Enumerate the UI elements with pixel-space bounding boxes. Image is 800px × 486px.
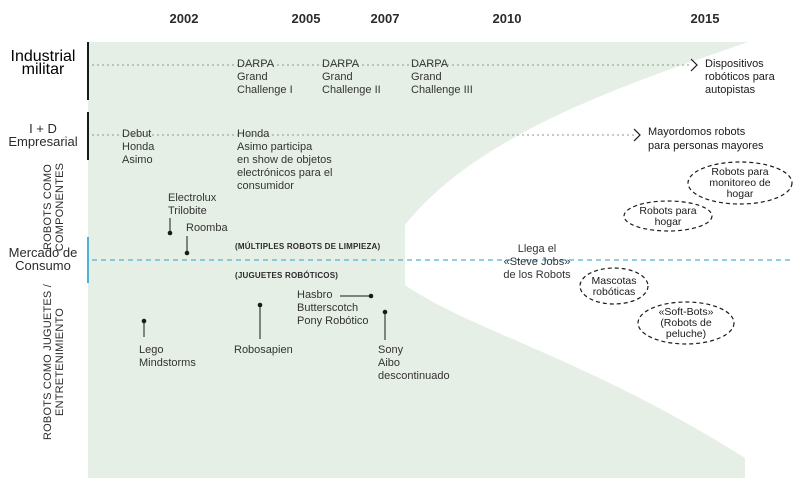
event-darpa-2: DARPA Grand Challenge II [322, 58, 381, 96]
lane-industrial-label: Industrial militar [11, 48, 76, 78]
event-honda-show: Honda Asimo participa en show de objetos el… [237, 128, 332, 192]
event-darpa-1: DARPA Grand Challenge I [237, 58, 293, 96]
robots-components-label: ROBOTS COMOCOMPONENTES [42, 163, 66, 251]
bubble-monitoreo [687, 161, 793, 205]
year-2010: 2010 [493, 11, 522, 26]
electrolux-dot [167, 230, 173, 236]
event-robosapien: Robosapien [234, 344, 293, 356]
event-mayordomos: Mayordomos robots para personas mayores [648, 126, 764, 152]
event-darpa-3: DARPA Grand Challenge III [411, 58, 473, 96]
industrial-arrow-icon [690, 58, 698, 72]
event-lego: Lego Mindstorms [139, 344, 196, 369]
caption-juguetes: (JUGUETES ROBÓTICOS) [235, 271, 338, 280]
lego-dot [141, 318, 147, 324]
bubble-mascotas-label: Mascotas robóticas [592, 275, 637, 298]
lane-consumer-label: Mercado de Consumo [9, 245, 78, 273]
aibo-dot [382, 309, 388, 315]
event-roomba: Roomba [186, 222, 228, 234]
bubble-hogar [623, 200, 713, 232]
year-2005: 2005 [292, 11, 321, 26]
year-2007: 2007 [371, 11, 400, 26]
id-arrow-icon [633, 128, 641, 142]
robosapien-dot [257, 302, 263, 308]
hasbro-dot [368, 293, 374, 299]
event-steve-jobs: Llega el «Steve Jobs» de los Robots [503, 243, 571, 281]
robots-toys-label: ROBOTS COMO JUGUETES /ENTRETENIMIENTO [42, 283, 66, 440]
timeline-area [88, 42, 748, 478]
year-2002: 2002 [170, 11, 199, 26]
lane-id-label: I + D Empresarial [8, 121, 77, 149]
event-electrolux: Electrolux Trilobite [168, 192, 217, 217]
event-autopistas: Dispositivos robóticos para autopistas [705, 58, 776, 96]
bubble-monitoreo-label: Robots para monitoreo de hogar [709, 166, 770, 200]
year-2015: 2015 [691, 11, 720, 26]
bubble-softbots [637, 301, 735, 345]
bubble-softbots-label: «Soft-Bots» (Robots de peluche) [659, 306, 714, 340]
event-debut-asimo: Debut Honda Asimo [122, 128, 155, 166]
caption-limpieza: (MÚLTIPLES ROBOTS DE LIMPIEZA) [235, 242, 381, 251]
event-aibo: Sony Aibo descontinuado [378, 344, 450, 382]
bubble-mascotas [579, 267, 649, 305]
event-hasbro: Hasbro Butterscotch Pony Robótico [297, 289, 369, 327]
bubble-hogar-label: Robots para hogar [639, 205, 696, 228]
